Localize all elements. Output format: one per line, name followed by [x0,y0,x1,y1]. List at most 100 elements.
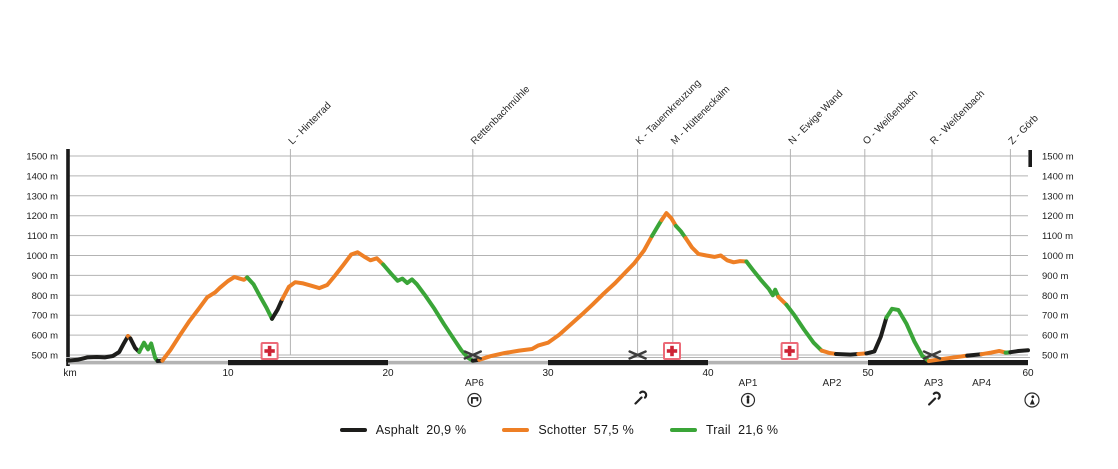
y-axis-label-left: 1300 m [26,191,58,202]
x-axis-unit-label: km [63,368,76,379]
legend-item-trail: Trail 21,6 % [669,423,779,437]
first-aid-cross-icon [787,345,792,357]
crossing-stroke [463,350,482,360]
scale-bar-segment [228,360,388,366]
profile-segment-trail [744,259,781,299]
figure-circle-icon [740,392,756,408]
x-axis-tick-label: 60 [1022,368,1034,379]
y-axis-label-right: 1200 m [1042,211,1074,222]
checkpoint-label: AP2 [823,378,842,389]
profile-segment-asphalt [965,352,984,358]
checkpoint-label: AP1 [739,378,758,389]
profile-segment-schotter [979,349,1008,357]
profile-segment-trail [650,218,664,238]
tap-glyph [471,397,479,404]
wrench-handle [927,397,937,406]
profile-segment-schotter [659,211,678,228]
crossing-stroke [628,350,647,360]
wrench-handle [634,396,643,405]
first-aid-cross-icon [267,345,272,357]
hiker-glyph [1031,395,1035,399]
legend-item-schotter: Schotter 57,5 % [502,423,634,437]
crossing-stroke [922,350,942,360]
legend-label: Trail 21,6 % [705,423,779,437]
y-axis-label-right: 1400 m [1042,171,1074,182]
crossing-marker [628,350,647,360]
y-axis-label-left: 900 m [32,271,58,282]
profile-segment-schotter [280,250,386,301]
profile-segment-asphalt [834,352,861,357]
legend-label: Schotter 57,5 % [538,423,634,437]
y-axis-label-left: 1200 m [26,211,58,222]
y-axis-label-left: 500 m [32,351,58,362]
profile-segment-schotter [477,234,654,362]
y-axis-label-left: 800 m [32,291,58,302]
first-aid-marker [260,342,279,360]
profile-segment-asphalt [864,315,889,356]
y-axis-label-right: 900 m [1042,271,1068,282]
x-axis-tick-label: 30 [542,368,554,379]
checkpoint-label: AP4 [972,378,991,389]
tap-circle-icon [467,392,482,408]
wrench-head [932,391,941,400]
profile-segment-trail [381,262,475,363]
legend-item-asphalt: Asphalt 20,9 % [339,423,467,437]
profile-segment-schotter [160,275,250,363]
x-axis-tick-label: 10 [222,368,234,379]
y-axis-label-right: 1300 m [1042,191,1074,202]
legend-label: Asphalt 20,9 % [375,423,467,437]
profile-segment-asphalt [66,334,130,363]
figure-glyph [746,395,750,399]
checkpoint-label: AP3 [924,378,943,389]
profile-segment-schotter [683,236,749,265]
elevation-chart: 500 m 500 m 600 m 600 m 700 m 700 m 800 m 800 m… [26,78,1074,408]
scale-bar-segment [868,360,1028,366]
y-axis-label-left: 1000 m [26,251,58,262]
profile-segment-trail [884,306,931,363]
x-axis-tick-label: 40 [702,368,714,379]
profile-segment-schotter [819,348,838,356]
waypoint-label: O - Weißenbach [861,88,920,147]
waypoint-label: N - Ewige Wand [787,89,846,148]
waypoint-label: R - Weißenbach [928,88,987,147]
y-axis-label-left: 700 m [32,311,58,322]
y-axis-label-right: 1000 m [1042,251,1074,262]
y-axis-label-right: 600 m [1042,331,1068,342]
waypoint-label: K - Tauernkreuzung [634,78,703,147]
hiker-circle-icon [1024,392,1040,408]
y-axis-label-right: 500 m [1042,351,1068,362]
crossing-marker [922,350,942,360]
waypoint-label: Rettenbachmühle [469,84,533,148]
y-axis-label-left: 1400 m [26,171,58,182]
waypoint-label: Z - Görb [1007,113,1041,147]
y-axis-label-right: 1100 m [1042,231,1073,242]
y-axis-label-left: 1500 m [26,152,58,163]
legend-swatch-schotter [502,428,530,432]
y-axis-label-left: 600 m [32,331,58,342]
y-axis-label-right: 800 m [1042,291,1068,302]
first-aid-cross-icon [670,345,674,357]
profile-segment-trail [674,224,688,240]
profile-segment-asphalt [1008,348,1030,355]
checkpoint-label: AP6 [465,378,484,389]
profile-segment-trail [245,275,274,321]
scale-bar-segment [548,360,708,366]
first-aid-marker [780,342,799,360]
profile-segment-schotter [926,353,970,363]
wrench-head [639,390,648,399]
hiker-glyph [1029,398,1035,405]
profile-segment-trail [784,302,824,353]
y-axis-label-right: 700 m [1042,311,1068,322]
y-axis-label-left: 1100 m [27,231,58,242]
waypoint-label: L - Hinterrad [287,100,334,147]
axis-end-tick [1028,150,1032,167]
icon-circle [467,392,482,408]
wrench-icon [634,390,648,405]
wrench-icon [927,391,941,406]
y-axis-spine [66,149,70,366]
profile-segment-asphalt [270,296,285,321]
profile-segment-trail [137,340,160,363]
y-axis-label-right: 1500 m [1042,152,1074,163]
legend-swatch-trail [669,428,697,432]
